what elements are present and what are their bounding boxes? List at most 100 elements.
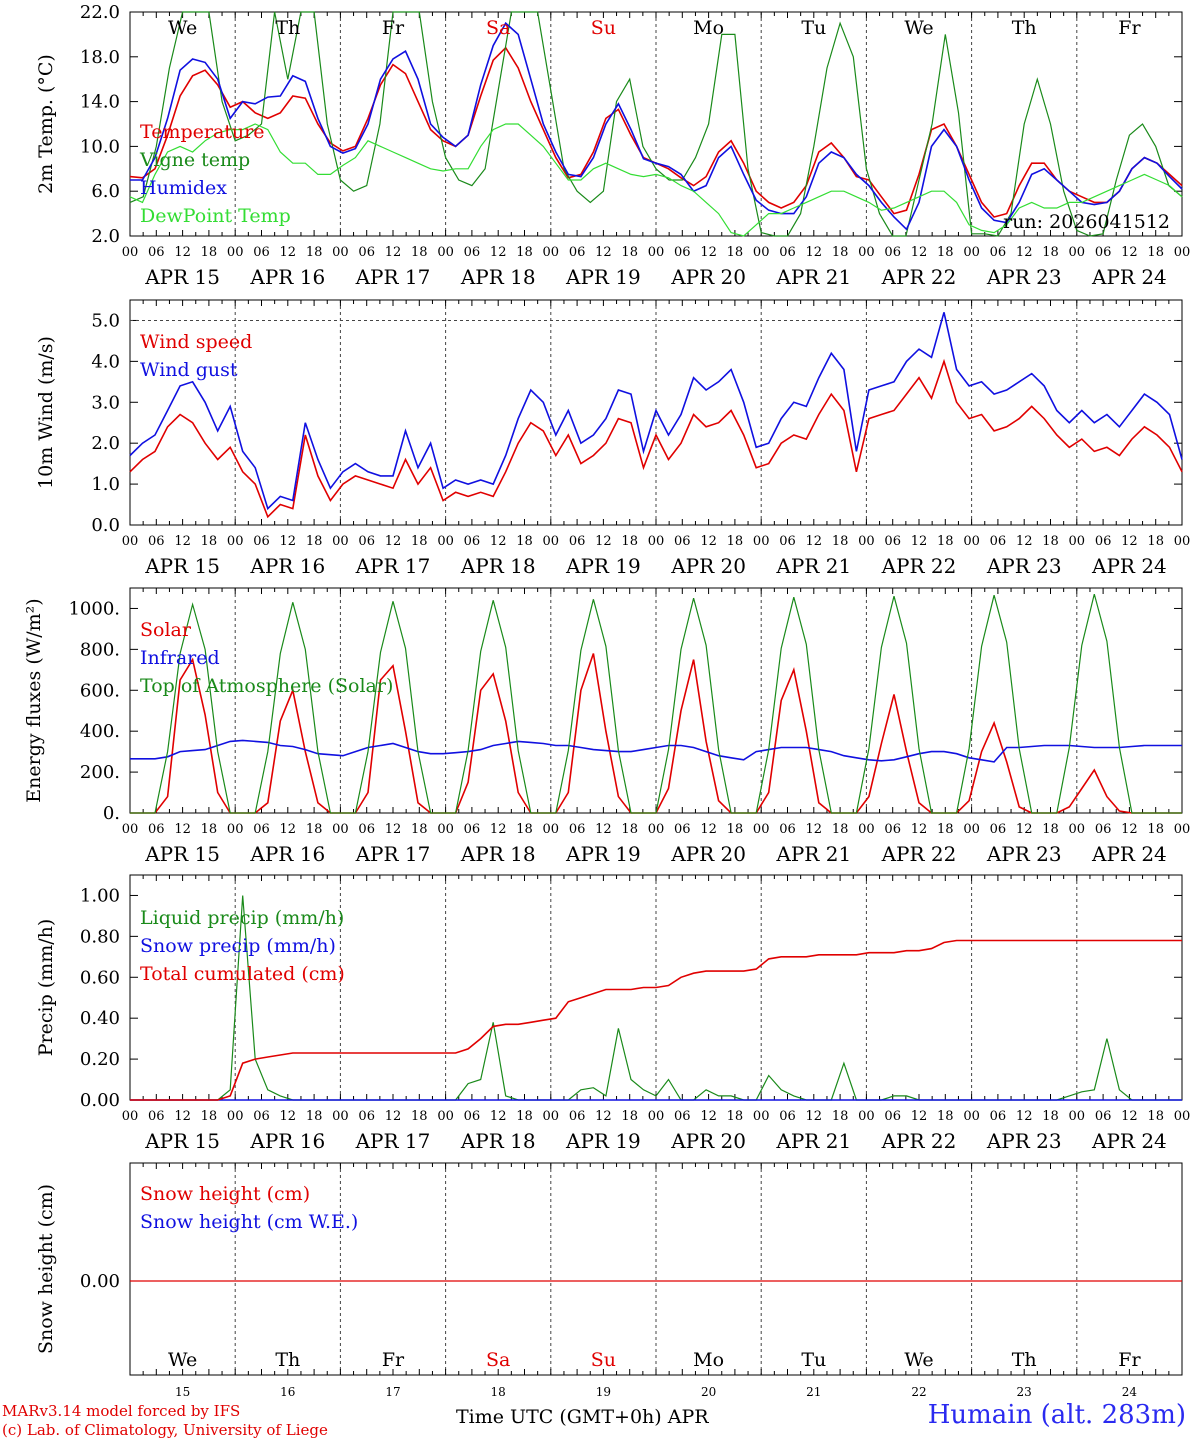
hour-tick-label: 06 — [253, 1109, 270, 1124]
hour-tick-label: 18 — [1042, 822, 1059, 837]
y-tick-label: 2.0 — [91, 433, 120, 454]
hour-tick-label: 00 — [543, 822, 560, 837]
hour-tick-label: 12 — [1121, 534, 1138, 549]
hour-tick-label: 00 — [437, 822, 454, 837]
hour-tick-label: 18 — [832, 1109, 849, 1124]
y-tick-label: 0. — [103, 803, 120, 824]
hour-tick-label: 06 — [358, 245, 375, 260]
hour-tick-label: 18 — [1147, 245, 1164, 260]
hour-tick-label: 12 — [490, 245, 507, 260]
hour-tick-label: 18 — [411, 1109, 428, 1124]
y-tick-label: 0.00 — [80, 1090, 120, 1111]
date-label: APR 24 — [1091, 1129, 1167, 1153]
hour-tick-label: 18 — [411, 245, 428, 260]
hour-tick-label: 00 — [648, 1109, 665, 1124]
hour-tick-label: 00 — [122, 245, 139, 260]
hour-tick-label: 06 — [358, 1109, 375, 1124]
date-label: APR 17 — [355, 842, 431, 866]
hour-tick-label: 00 — [1069, 245, 1086, 260]
hour-tick-label: 12 — [490, 822, 507, 837]
date-label: APR 21 — [775, 1129, 851, 1153]
y-tick-label: 4.0 — [91, 351, 120, 372]
hour-tick-label: 06 — [464, 534, 481, 549]
hour-tick-label: 18 — [1147, 1109, 1164, 1124]
hour-tick-label: 00 — [543, 1109, 560, 1124]
hour-tick-label: 18 — [937, 245, 954, 260]
hour-tick-label: 18 — [937, 822, 954, 837]
y-tick-label: 600. — [80, 680, 120, 701]
weekday-label: Sa — [486, 17, 510, 39]
weekday-label: Mo — [693, 17, 724, 39]
weekday-label: Sa — [486, 1349, 510, 1371]
y-tick-label: 200. — [80, 762, 120, 783]
date-label: APR 18 — [460, 554, 536, 578]
weekday-label: Fr — [382, 17, 405, 39]
hour-tick-label: 12 — [700, 1109, 717, 1124]
hour-tick-label: 18 — [727, 534, 744, 549]
hour-tick-label: 12 — [700, 534, 717, 549]
hour-tick-label: 18 — [832, 822, 849, 837]
series-line-3 — [130, 939, 1182, 1101]
hour-tick-label: 18 — [832, 245, 849, 260]
date-label: APR 20 — [670, 1129, 746, 1153]
date-label: APR 15 — [144, 265, 220, 289]
date-label: APR 24 — [1091, 554, 1167, 578]
hour-tick-label: 00 — [437, 534, 454, 549]
date-label: APR 19 — [565, 554, 641, 578]
hour-tick-label: 18 — [621, 534, 638, 549]
hour-tick-label: 18 — [201, 822, 218, 837]
day-number-label: 17 — [385, 1385, 400, 1399]
hour-tick-label: 18 — [1042, 534, 1059, 549]
panel-2 — [129, 299, 1183, 526]
weekday-label: Fr — [1118, 1349, 1141, 1371]
hour-tick-label: 12 — [1121, 245, 1138, 260]
weekday-label: Su — [591, 17, 616, 39]
legend-item: Infrared — [140, 647, 220, 669]
hour-tick-label: 06 — [569, 822, 586, 837]
date-label: APR 24 — [1091, 265, 1167, 289]
date-label: APR 22 — [881, 842, 957, 866]
hour-tick-label: 00 — [332, 822, 349, 837]
hour-tick-label: 00 — [648, 534, 665, 549]
hour-tick-label: 18 — [516, 534, 533, 549]
y-tick-label: 400. — [80, 721, 120, 742]
hour-tick-label: 12 — [1016, 245, 1033, 260]
y-tick-label: 0.80 — [80, 926, 120, 947]
date-label: APR 19 — [565, 1129, 641, 1153]
hour-tick-label: 00 — [1069, 822, 1086, 837]
y-tick-label: 0.60 — [80, 967, 120, 988]
y-tick-label: 14.0 — [80, 92, 120, 113]
date-label: APR 21 — [775, 842, 851, 866]
hour-tick-label: 06 — [148, 245, 165, 260]
date-label: APR 20 — [670, 842, 746, 866]
date-label: APR 17 — [355, 1129, 431, 1153]
hour-tick-label: 12 — [700, 822, 717, 837]
date-label: APR 15 — [144, 554, 220, 578]
hour-tick-label: 18 — [306, 822, 323, 837]
hour-tick-label: 12 — [806, 245, 823, 260]
day-number-label: 19 — [596, 1385, 611, 1399]
date-label: APR 22 — [881, 554, 957, 578]
panel-3 — [129, 587, 1183, 814]
hour-tick-label: 06 — [674, 245, 691, 260]
hour-tick-label: 06 — [358, 822, 375, 837]
hour-tick-label: 00 — [753, 245, 770, 260]
date-label: APR 16 — [249, 554, 325, 578]
hour-tick-label: 00 — [543, 534, 560, 549]
y-tick-label: 0.0 — [91, 515, 120, 536]
hour-tick-label: 18 — [306, 1109, 323, 1124]
hour-tick-label: 06 — [884, 245, 901, 260]
hour-tick-label: 00 — [122, 534, 139, 549]
day-number-label: 24 — [1122, 1385, 1138, 1399]
weekday-label: Fr — [382, 1349, 405, 1371]
weekday-label: We — [904, 17, 933, 39]
hour-tick-label: 06 — [674, 1109, 691, 1124]
hour-tick-label: 18 — [516, 822, 533, 837]
hour-tick-label: 18 — [411, 822, 428, 837]
series-line-4 — [129, 123, 1183, 237]
legend-item: Solar — [140, 619, 192, 641]
hour-tick-label: 12 — [911, 245, 928, 260]
hour-tick-label: 12 — [174, 245, 191, 260]
hour-tick-label: 00 — [437, 1109, 454, 1124]
